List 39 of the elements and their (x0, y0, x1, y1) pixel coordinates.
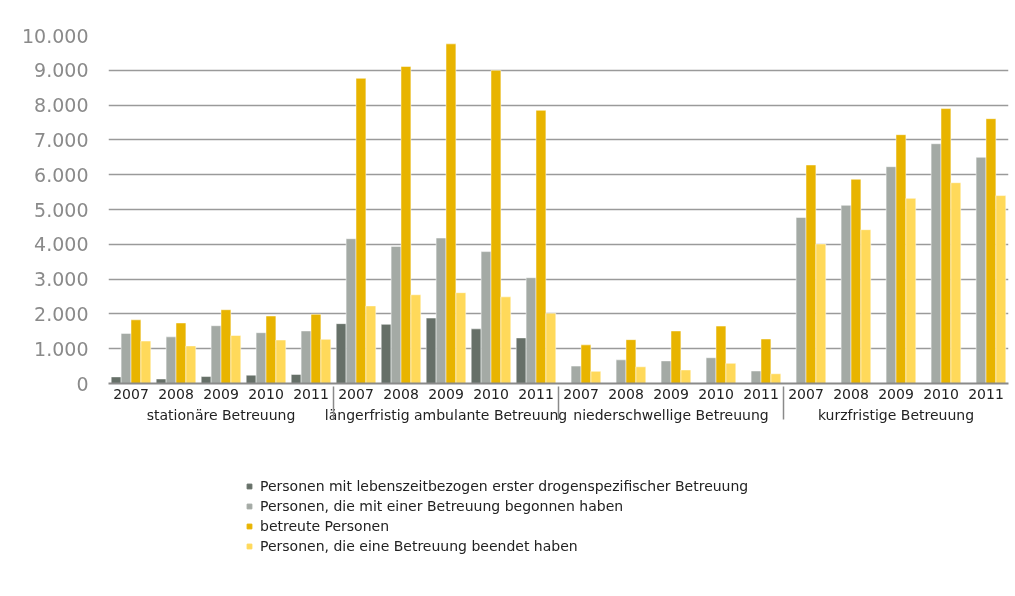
x-tick-label: 2011 (293, 385, 329, 402)
x-tick-label: 2009 (203, 385, 239, 402)
y-tick-label: 8.000 (34, 94, 89, 117)
text: kurzfristige Betreuung (817, 406, 975, 423)
legend-label: Personen, die mit einer Betreuung begonnen haben (260, 497, 624, 515)
y-tick-label: 2.000 (34, 302, 89, 325)
y-tick-label: 0 (76, 372, 89, 395)
y-tick-label: 10.000 (22, 24, 89, 47)
text: längerfristig ambulante Betreuung (324, 406, 568, 423)
x-tick-label: 2009 (653, 385, 689, 402)
x-tick-label: 2007 (113, 385, 149, 402)
x-tick-label: 2008 (608, 385, 644, 402)
y-tick-label: 5.000 (34, 198, 89, 221)
x-tick-label: 2007 (563, 385, 599, 402)
legend-label: betreute Personen (260, 517, 390, 535)
x-tick-label: 2008 (383, 385, 419, 402)
y-tick-label: 6.000 (34, 163, 89, 186)
y-tick-label: 4.000 (34, 233, 89, 256)
legend-label: Personen, die eine Betreuung beendet haben (260, 537, 578, 555)
x-tick-label: 2011 (743, 385, 779, 402)
x-tick-label: 2008 (833, 385, 869, 402)
text: stationäre Betreuung (146, 406, 296, 423)
legend-label: Personen mit lebenszeitbezogen erster drogenspezifischer Betreuung (260, 477, 749, 495)
y-tick-label: 1.000 (34, 337, 89, 360)
x-tick-label: 2008 (158, 385, 194, 402)
x-tick-label: 2010 (698, 385, 734, 402)
x-tick-label: 2009 (428, 385, 464, 402)
x-tick-label: 2007 (788, 385, 824, 402)
x-tick-label: 2007 (338, 385, 374, 402)
y-tick-label: 3.000 (34, 268, 89, 291)
y-tick-label: 7.000 (34, 128, 89, 151)
x-tick-label: 2009 (878, 385, 914, 402)
x-tick-label: 2010 (923, 385, 959, 402)
x-tick-label: 2011 (518, 385, 554, 402)
x-tick-label: 2010 (248, 385, 284, 402)
y-tick-label: 9.000 (34, 59, 89, 82)
x-tick-label: 2010 (473, 385, 509, 402)
text: niederschwellige Betreuung (573, 406, 769, 423)
x-tick-label: 2011 (968, 385, 1004, 402)
